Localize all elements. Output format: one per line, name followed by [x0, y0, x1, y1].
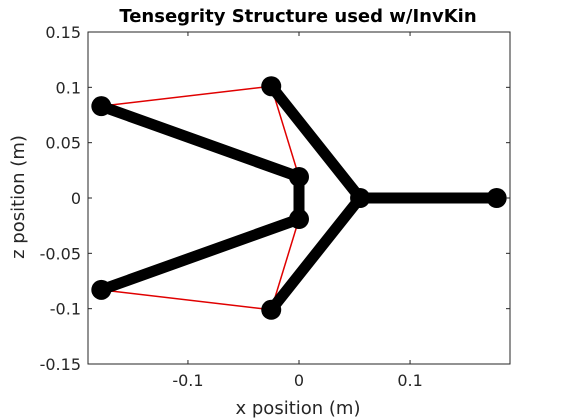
node-point: [350, 188, 371, 208]
x-tick-label: 0.1: [397, 371, 422, 390]
bar-line: [265, 80, 366, 204]
y-tick-label: -0.05: [40, 244, 81, 263]
string-line: [101, 289, 272, 311]
x-axis-ticks: -0.1 0 0.1: [172, 32, 423, 390]
bar-line: [265, 192, 366, 316]
y-tick-label: -0.15: [40, 355, 81, 374]
node-point: [261, 76, 282, 97]
nodes-layer: [91, 76, 507, 320]
node-point: [91, 96, 112, 117]
y-tick-label: 0.1: [56, 78, 81, 97]
node-point: [261, 299, 282, 320]
plot-area: [91, 76, 507, 320]
string-line: [270, 86, 300, 178]
y-axis-label: z position (m): [8, 135, 29, 259]
node-point: [91, 279, 112, 300]
y-tick-label: -0.1: [50, 300, 81, 319]
y-tick-label: 0.15: [45, 23, 81, 42]
node-point: [289, 166, 309, 187]
strings-layer: [101, 85, 300, 311]
node-point: [486, 188, 507, 208]
chart-title: Tensegrity Structure used w/InvKin: [119, 6, 476, 27]
x-tick-label: -0.1: [172, 371, 203, 390]
node-point: [289, 209, 309, 230]
string-line: [270, 218, 300, 310]
y-tick-label: 0: [71, 189, 81, 208]
bar-line: [95, 100, 305, 183]
y-axis-ticks: -0.15 -0.1 -0.05 0 0.05 0.1 0.15: [40, 23, 510, 374]
string-line: [101, 85, 272, 107]
y-tick-label: 0.05: [45, 134, 81, 153]
bar-line: [95, 213, 305, 296]
bars-layer: [95, 80, 503, 316]
x-axis-label: x position (m): [236, 398, 361, 419]
x-tick-label: 0: [294, 371, 304, 390]
